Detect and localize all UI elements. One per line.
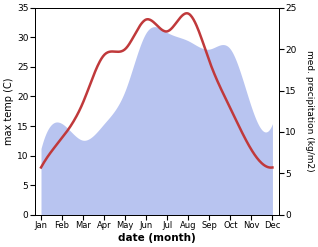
X-axis label: date (month): date (month) <box>118 233 196 243</box>
Y-axis label: med. precipitation (kg/m2): med. precipitation (kg/m2) <box>305 50 314 172</box>
Y-axis label: max temp (C): max temp (C) <box>4 78 14 145</box>
